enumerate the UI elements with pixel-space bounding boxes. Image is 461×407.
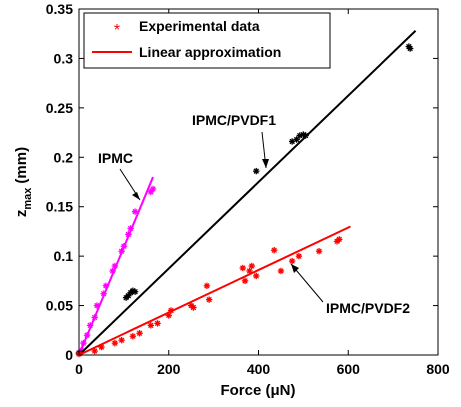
data-point [253,168,259,174]
legend-label-experimental: Experimental data [139,18,260,34]
x-tick-label: 0 [75,361,83,377]
svg-text:IPMC/PVDF2: IPMC/PVDF2 [326,300,410,316]
y-axis-label-subscript: max [22,187,34,210]
data-point [168,307,174,313]
y-tick-label: 0.35 [46,1,73,17]
y-tick-label: 0.25 [46,100,73,116]
data-point [148,322,154,328]
data-point [87,322,93,328]
legend: * Experimental data Linear approximation [84,13,330,68]
data-point [206,296,212,302]
data-point [125,231,131,237]
data-point [271,247,277,253]
svg-text:IPMC/PVDF1: IPMC/PVDF1 [192,112,276,128]
data-point [127,225,133,231]
y-tick-label: 0.15 [46,199,73,215]
data-point [112,340,118,346]
data-point [103,283,109,289]
data-point [136,330,142,336]
data-point [289,258,295,264]
data-point [118,337,124,343]
data-point [84,332,90,338]
data-point [100,291,106,297]
data-point [336,236,342,242]
data-point [92,348,98,354]
data-point [121,243,127,249]
data-point [190,304,196,310]
data-point [132,208,138,214]
x-tick-label: 400 [247,361,271,377]
y-tick-label: 0 [65,347,73,363]
y-tick-label: 0.05 [46,298,73,314]
y-axis-label: zmax (mm) [13,147,34,217]
x-tick-label: 200 [157,361,181,377]
data-point [296,253,302,259]
data-point [316,248,322,254]
data-point [112,263,118,269]
data-point [130,333,136,339]
data-point [132,289,138,295]
legend-label-linear: Linear approximation [139,44,281,60]
data-point [98,344,104,350]
y-tick-label: 0.1 [54,248,74,264]
legend-marker-experimental: * [114,22,120,39]
data-point [278,268,284,274]
data-point [94,302,100,308]
x-tick-label: 800 [426,361,450,377]
y-tick-label: 0.2 [54,149,74,165]
data-point [253,273,259,279]
data-point [154,320,160,326]
data-point [242,278,248,284]
data-point [249,263,255,269]
data-point [407,45,413,51]
svg-text:IPMC: IPMC [98,150,133,166]
x-axis-label: Force (μN) [220,382,295,399]
data-point [92,314,98,320]
data-point [240,265,246,271]
y-tick-label: 0.3 [54,50,74,66]
data-point [204,283,210,289]
svg-text:zmax(mm): zmax (mm) [13,147,34,217]
x-tick-label: 600 [337,361,361,377]
data-point [150,186,156,192]
data-point [80,340,86,346]
y-axis-label-main: z [13,210,30,218]
data-point [302,132,308,138]
y-axis-label-unit: (mm) [13,147,30,184]
